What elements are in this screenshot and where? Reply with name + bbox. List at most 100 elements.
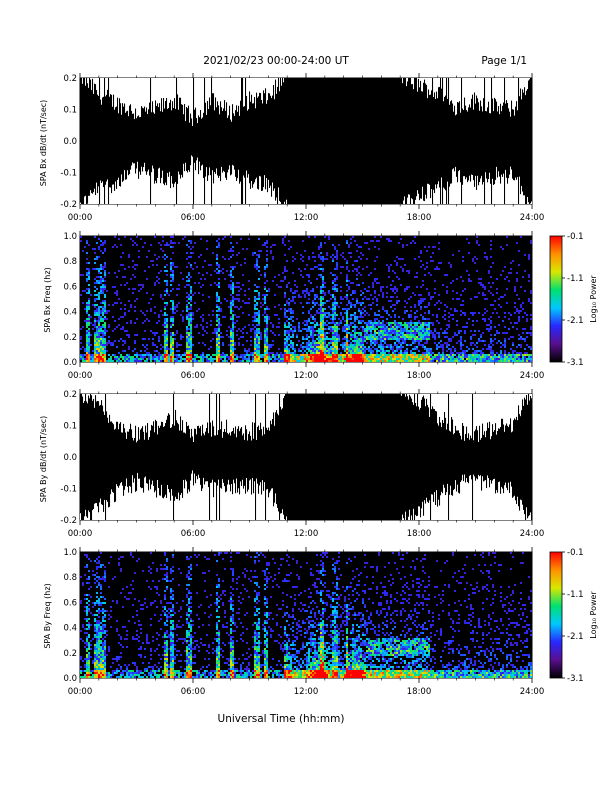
spectrogram-cell <box>108 360 110 362</box>
spectrogram-cell <box>88 274 90 276</box>
spectrogram-cell <box>166 324 168 326</box>
waveform-column <box>331 78 333 204</box>
spectrogram-cell <box>166 332 168 334</box>
spectrogram-cell <box>256 290 258 292</box>
spectrogram-cell <box>378 344 380 346</box>
spectrogram-cell <box>152 260 154 262</box>
spectrogram-cell <box>216 318 218 320</box>
spectrogram-cell <box>82 354 84 356</box>
spectrogram-cell <box>348 286 350 288</box>
spectrogram-cell <box>318 274 320 276</box>
spectrogram-cell <box>436 314 438 316</box>
spectrogram-cell <box>438 352 440 354</box>
spectrogram-cell <box>324 286 326 288</box>
spectrogram-cell <box>472 358 474 360</box>
spectrogram-cell <box>502 296 504 298</box>
spectrogram-cell <box>104 352 106 354</box>
spectrogram-cell <box>216 354 218 356</box>
waveform-column <box>88 395 90 511</box>
spectrogram-cell <box>216 356 218 358</box>
spectrogram-cell <box>96 310 98 312</box>
spectrogram-cell <box>484 320 486 322</box>
spectrogram-cell <box>194 242 196 244</box>
spectrogram-cell <box>230 308 232 310</box>
spectrogram-cell <box>322 352 324 354</box>
spectrogram-cell <box>170 350 172 352</box>
spectrogram-cell <box>354 304 356 306</box>
spectrogram-cell <box>372 326 374 328</box>
spectrogram-cell <box>490 340 492 342</box>
spectrogram-cell <box>234 326 236 328</box>
spectrogram-cell <box>380 344 382 346</box>
spectrogram-cell <box>510 268 512 270</box>
spectrogram-cell <box>224 354 226 356</box>
spectrogram-cell <box>244 356 246 358</box>
spectrogram-cell <box>158 320 160 322</box>
spectrogram-cell <box>144 356 146 358</box>
spectrogram-cell <box>320 360 322 362</box>
spectrogram-cell <box>444 332 446 334</box>
spectrogram-cell <box>388 268 390 270</box>
waveform-column <box>316 78 318 204</box>
spectrogram-cell <box>482 314 484 316</box>
spectrogram-cell <box>132 356 134 358</box>
spectrogram-cell <box>230 248 232 250</box>
spectrogram-cell <box>524 352 526 354</box>
spectrogram-cell <box>268 348 270 350</box>
waveform-column <box>369 78 371 204</box>
spectrogram-cell <box>88 324 90 326</box>
waveform-column <box>236 105 238 182</box>
waveform-column <box>114 109 116 191</box>
spectrogram-cell <box>186 358 188 360</box>
spectrogram-cell <box>394 336 396 338</box>
spectrogram-cell <box>452 358 454 360</box>
waveform-column <box>449 104 451 187</box>
spectrogram-cell <box>528 332 530 334</box>
spectrogram-cell <box>130 360 132 362</box>
waveform-column <box>523 92 525 196</box>
spectrogram-cell <box>488 356 490 358</box>
spectrogram-cell <box>288 308 290 310</box>
spectrogram-cell <box>284 278 286 280</box>
spectrogram-cell <box>160 344 162 346</box>
spectrogram-cell <box>86 354 88 356</box>
spectrogram-cell <box>302 358 304 360</box>
spectrogram-cell <box>108 304 110 306</box>
spectrogram-cell <box>256 298 258 300</box>
spectrogram-cell <box>268 346 270 348</box>
waveform-column <box>324 78 326 204</box>
waveform-column <box>256 92 258 178</box>
spectrogram-cell <box>362 350 364 352</box>
spectrogram-cell <box>376 324 378 326</box>
waveform-column <box>395 78 397 204</box>
spectrogram-cell <box>264 328 266 330</box>
spectrogram-cell <box>246 302 248 304</box>
spectrogram-cell <box>434 336 436 338</box>
spectrogram-cell <box>304 358 306 360</box>
spectrogram-cell <box>92 358 94 360</box>
spectrogram-cell <box>380 346 382 348</box>
spectrogram-cell <box>388 300 390 302</box>
spectrogram-cell <box>434 356 436 358</box>
waveform-column <box>502 105 504 177</box>
spectrogram-cell <box>216 342 218 344</box>
spectrogram-cell <box>98 314 100 316</box>
spectrogram-cell <box>376 336 378 338</box>
waveform-column <box>245 78 247 204</box>
spectrogram-cell <box>520 286 522 288</box>
spectrogram-cell <box>204 278 206 280</box>
spectrogram-cell <box>512 336 514 338</box>
spectrogram-cell <box>218 278 220 280</box>
ytick-label: -0.1 <box>60 169 77 179</box>
spectrogram-cell <box>346 308 348 310</box>
spectrogram-cell <box>256 308 258 310</box>
waveform-column <box>196 118 198 161</box>
spectrogram-cell <box>324 358 326 360</box>
spectrogram-cell <box>480 334 482 336</box>
spectrogram-cell <box>434 328 436 330</box>
spectrogram-cell <box>356 340 358 342</box>
spectrogram-cell <box>436 320 438 322</box>
spectrogram-cell <box>328 338 330 340</box>
spectrogram-cell <box>222 360 224 362</box>
spectrogram-cell <box>264 346 266 348</box>
